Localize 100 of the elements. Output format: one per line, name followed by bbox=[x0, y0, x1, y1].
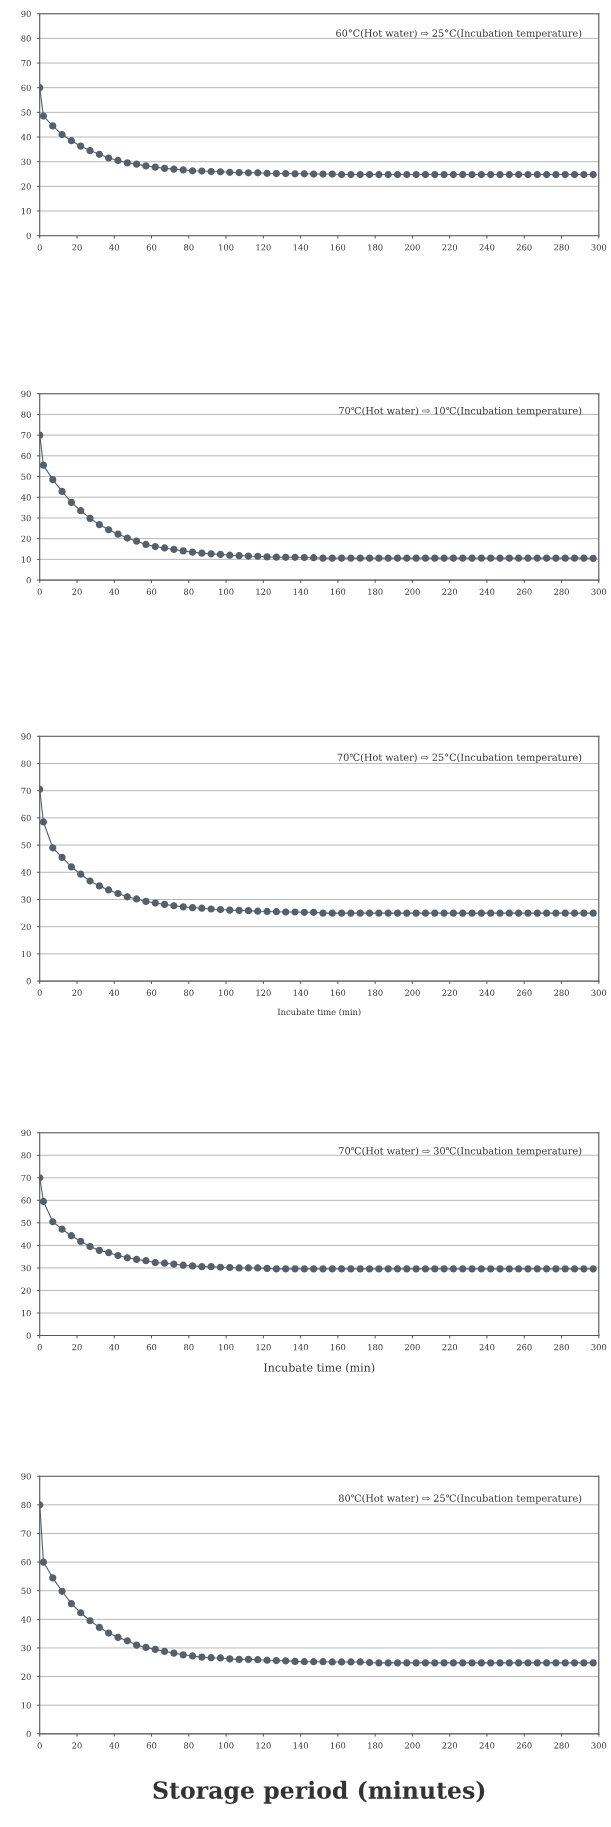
x-tick-label: 280 bbox=[554, 244, 569, 251]
x-tick-label: 280 bbox=[554, 1742, 569, 1749]
x-tick-label: 200 bbox=[405, 989, 420, 996]
x-tick-label: 120 bbox=[256, 244, 271, 251]
x-tick-label: 160 bbox=[330, 244, 346, 251]
y-tick-label: 20 bbox=[21, 1287, 31, 1294]
x-tick-label: 60 bbox=[146, 588, 157, 595]
x-tick-label: 240 bbox=[479, 1742, 495, 1749]
x-tick-label: 160 bbox=[330, 588, 346, 595]
x-tick-label: 200 bbox=[405, 244, 420, 251]
y-tick-label: 0 bbox=[26, 232, 31, 239]
y-tick-label: 10 bbox=[21, 950, 31, 958]
y-tick-label: 90 bbox=[21, 10, 31, 17]
x-tick-label: 160 bbox=[330, 1742, 346, 1749]
x-tick-label: 280 bbox=[554, 1344, 569, 1351]
x-tick-label: 180 bbox=[368, 989, 383, 996]
x-tick-label: 300 bbox=[591, 1344, 607, 1351]
y-tick-label: 60 bbox=[21, 84, 31, 91]
y-tick-label: 70 bbox=[21, 432, 31, 439]
y-tick-label: 0 bbox=[26, 1730, 31, 1738]
x-tick-label: 200 bbox=[405, 588, 420, 595]
x-tick-label: 100 bbox=[219, 1742, 234, 1749]
x-tick-label: 300 bbox=[591, 244, 607, 251]
y-tick-label: 80 bbox=[21, 35, 31, 42]
x-tick-label: 40 bbox=[109, 588, 120, 595]
x-tick-label: 180 bbox=[368, 588, 383, 595]
x-tick-label: 0 bbox=[37, 989, 42, 996]
y-tick-label: 80 bbox=[21, 1501, 31, 1509]
y-tick-label: 30 bbox=[21, 1644, 31, 1652]
x-tick-label: 180 bbox=[368, 244, 383, 251]
y-tick-label: 30 bbox=[21, 158, 31, 165]
x-tick-label: 100 bbox=[219, 989, 234, 996]
y-tick-label: 40 bbox=[21, 1616, 31, 1623]
x-tick-label: 80 bbox=[184, 1742, 194, 1749]
y-tick-label: 90 bbox=[21, 1129, 31, 1137]
x-tick-label: 220 bbox=[442, 244, 458, 251]
x-tick-label: 180 bbox=[368, 1344, 383, 1351]
text: 70℃(Hot water) ⇨ 30℃(Incubation temperature) bbox=[339, 1146, 582, 1157]
x-tick-label: 60 bbox=[146, 989, 157, 996]
x-tick-label: 40 bbox=[109, 1344, 120, 1351]
y-tick-label: 0 bbox=[26, 1332, 31, 1339]
x-tick-label: 260 bbox=[516, 1344, 532, 1351]
x-tick-label: 40 bbox=[109, 244, 120, 251]
x-tick-label: 200 bbox=[405, 1344, 420, 1351]
x-tick-label: 140 bbox=[293, 244, 309, 251]
x-tick-label: 80 bbox=[184, 989, 194, 996]
y-tick-label: 60 bbox=[21, 452, 31, 460]
y-tick-label: 20 bbox=[21, 1673, 31, 1680]
x-tick-label: 220 bbox=[442, 1742, 458, 1749]
x-tick-label: 300 bbox=[591, 1742, 607, 1749]
x-tick-label: 280 bbox=[554, 588, 569, 595]
x-axis-title: Storage period (minutes) bbox=[153, 1780, 485, 1804]
y-tick-label: 10 bbox=[21, 1309, 31, 1317]
x-tick-label: 140 bbox=[293, 1742, 309, 1749]
y-tick-label: 40 bbox=[21, 1242, 31, 1249]
y-tick-label: 20 bbox=[21, 535, 31, 542]
x-tick-label: 260 bbox=[516, 1742, 532, 1749]
y-tick-label: 80 bbox=[21, 760, 31, 767]
y-tick-label: 10 bbox=[21, 556, 31, 563]
y-tick-label: 50 bbox=[21, 1219, 31, 1227]
x-tick-label: 100 bbox=[219, 588, 234, 595]
y-tick-label: 60 bbox=[21, 1559, 31, 1566]
x-tick-label: 220 bbox=[442, 1344, 458, 1351]
x-tick-label: 240 bbox=[479, 989, 495, 996]
x-tick-label: 140 bbox=[293, 1344, 309, 1351]
x-tick-label: 160 bbox=[330, 1344, 346, 1351]
x-tick-label: 40 bbox=[109, 989, 120, 996]
x-tick-label: 260 bbox=[516, 989, 532, 996]
y-tick-label: 10 bbox=[21, 1702, 31, 1709]
x-tick-label: 220 bbox=[442, 989, 458, 996]
y-tick-label: 30 bbox=[21, 1264, 31, 1272]
y-tick-label: 70 bbox=[21, 1530, 31, 1537]
x-tick-label: 120 bbox=[256, 989, 271, 996]
y-tick-label: 70 bbox=[21, 60, 31, 67]
x-tick-label: 20 bbox=[72, 1742, 82, 1749]
y-tick-label: 20 bbox=[21, 923, 31, 930]
y-tick-label: 40 bbox=[21, 869, 31, 876]
x-axis-title: Incubate time (min) bbox=[277, 1008, 361, 1017]
y-tick-label: 20 bbox=[21, 183, 31, 190]
y-tick-label: 50 bbox=[21, 473, 31, 480]
x-tick-label: 80 bbox=[184, 1344, 194, 1351]
x-tick-label: 100 bbox=[219, 1344, 234, 1351]
y-tick-label: 60 bbox=[21, 814, 31, 822]
y-tick-label: 70 bbox=[21, 1174, 31, 1182]
x-tick-label: 180 bbox=[368, 1742, 383, 1749]
y-tick-label: 50 bbox=[21, 1587, 31, 1594]
x-tick-label: 60 bbox=[146, 1344, 157, 1351]
x-tick-label: 80 bbox=[184, 588, 194, 595]
x-tick-label: 300 bbox=[591, 989, 607, 996]
x-tick-label: 160 bbox=[330, 989, 346, 996]
x-tick-label: 0 bbox=[37, 588, 42, 595]
y-tick-label: 40 bbox=[21, 134, 31, 141]
x-tick-label: 140 bbox=[293, 588, 309, 595]
x-tick-label: 60 bbox=[146, 244, 157, 251]
y-tick-label: 70 bbox=[21, 787, 31, 794]
x-tick-label: 20 bbox=[72, 1344, 82, 1351]
x-tick-label: 240 bbox=[479, 588, 495, 595]
y-tick-label: 50 bbox=[21, 842, 31, 849]
x-tick-label: 260 bbox=[516, 588, 532, 595]
y-tick-label: 90 bbox=[21, 1473, 31, 1480]
